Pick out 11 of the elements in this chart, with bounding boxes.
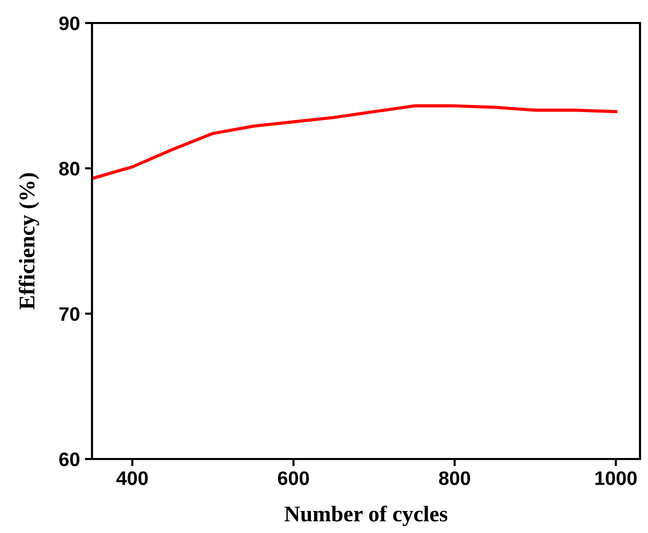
y-tick-label: 60 [59,452,80,466]
y-axis-title: Efficiency (%) [18,173,40,310]
x-tick-label: 600 [278,471,309,486]
line-series [92,104,618,180]
x-tick-label: 800 [439,471,470,486]
x-axis-title: Number of cycles [284,506,448,526]
y-tick-label: 90 [59,16,80,30]
y-tick-label: 70 [59,307,80,321]
y-tick-label: 80 [59,162,80,176]
x-tick-label: 400 [116,471,148,486]
x-tick-label: 1000 [595,471,637,486]
